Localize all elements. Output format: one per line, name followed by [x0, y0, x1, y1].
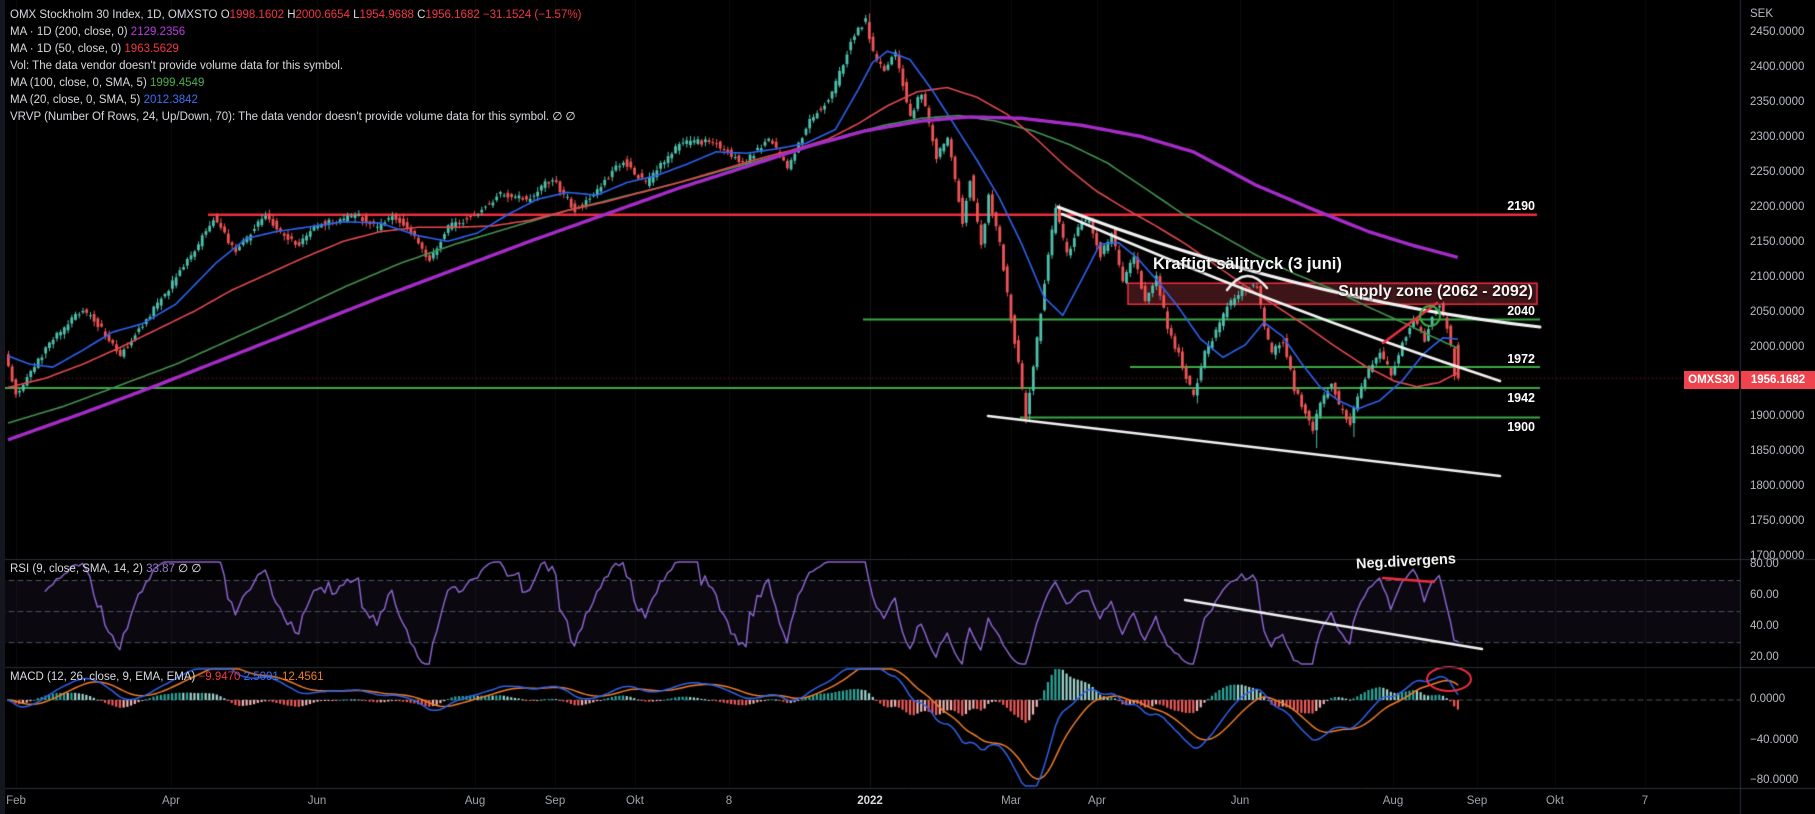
legend-segment: ∅ ∅ — [174, 563, 202, 575]
main-legend-row[interactable]: Vol: The data vendor doesn't provide vol… — [10, 58, 581, 75]
time-axis-tick: Sep — [544, 795, 566, 807]
price-axis-tick: 2000.0000 — [1750, 340, 1805, 353]
macd-axis-tick: −40.0000 — [1750, 733, 1799, 746]
legend-segment: MA · 1D (200, close, 0) — [10, 26, 131, 38]
price-axis-tick: 2100.0000 — [1750, 270, 1805, 283]
main-legend-row[interactable]: MA · 1D (200, close, 0) 2129.2356 — [10, 24, 581, 41]
legend-segment: ∅ ∅ — [552, 111, 576, 123]
legend-segment: −9.9470 — [198, 671, 241, 683]
legend-segment: H — [287, 9, 296, 21]
macd-axis-tick: −80.0000 — [1750, 774, 1799, 786]
legend-segment: RSI (9, close, SMA, 14, 2) — [10, 563, 147, 575]
rsi-legend-row[interactable]: RSI (9, close, SMA, 14, 2) 33.87 ∅ ∅ — [10, 561, 201, 578]
legend-segment: 1999.4549 — [149, 77, 205, 89]
legend-segment: MA (20, close, 0, SMA, 5) — [10, 94, 144, 106]
level-price-label: 2190 — [1507, 199, 1535, 213]
legend-segment: 1998.1602 — [229, 9, 288, 21]
price-axis-tick: 2200.0000 — [1750, 200, 1805, 213]
time-axis-tick: 2022 — [857, 795, 883, 807]
time-axis-tick: Mar — [1001, 795, 1021, 807]
legend-segment: O — [220, 9, 230, 21]
level-price-label: 1972 — [1507, 352, 1535, 366]
main-legend-row[interactable]: MA (20, close, 0, SMA, 5) 2012.3842 — [10, 92, 581, 109]
level-price-label: 1900 — [1507, 420, 1535, 434]
legend-segment: MACD (12, 26, close, 9, EMA, EMA) — [10, 671, 199, 683]
time-axis-tick: Feb — [6, 795, 26, 807]
price-axis-tick: 2300.0000 — [1750, 130, 1805, 143]
legend-segment: −31.1524 (−1.57%) — [482, 9, 582, 21]
price-axis-tick: 2150.0000 — [1750, 235, 1805, 248]
level-price-label: 1942 — [1507, 391, 1535, 405]
price-axis-tick: 1800.0000 — [1750, 480, 1805, 493]
legend-segment: 2.5091 — [240, 671, 279, 683]
legend-segment: 1954.9688 — [359, 9, 418, 21]
time-axis-tick: Aug — [464, 795, 486, 807]
price-axis-tick: 1700.0000 — [1750, 550, 1805, 563]
main-legend-row[interactable]: VRVP (Number Of Rows, 24, Up/Down, 70): … — [10, 109, 581, 126]
legend-segment: C — [417, 9, 426, 21]
main-legend-row[interactable]: MA · 1D (50, close, 0) 1963.5629 — [10, 41, 581, 58]
time-axis-tick: Sep — [1466, 795, 1488, 807]
rsi-axis-tick: 40.00 — [1750, 620, 1779, 633]
price-axis-tick: 1900.0000 — [1750, 410, 1805, 423]
main-legend-row[interactable]: MA (100, close, 0, SMA, 5) 1999.4549 — [10, 75, 581, 92]
rsi-axis-tick: 60.00 — [1750, 589, 1779, 602]
time-axis-tick: Aug — [1382, 795, 1404, 807]
main-pane-legend: OMX Stockholm 30 Index, 1D, OMXSTO O1998… — [10, 7, 581, 126]
legend-segment: L — [353, 9, 360, 21]
price-axis-tick: 1750.0000 — [1750, 515, 1805, 528]
main-legend-row[interactable]: OMX Stockholm 30 Index, 1D, OMXSTO O1998… — [10, 7, 581, 24]
rsi-pane-legend: RSI (9, close, SMA, 14, 2) 33.87 ∅ ∅ — [10, 561, 201, 578]
price-axis-tick: 2450.0000 — [1750, 26, 1805, 38]
last-price-badge-symbol[interactable]: OMXS30 — [1684, 371, 1739, 389]
legend-segment: 2129.2356 — [130, 26, 186, 38]
legend-segment: 1956.1682 — [425, 9, 483, 21]
price-axis-tick: 2050.0000 — [1750, 305, 1805, 318]
last-price-badge-value[interactable]: 1956.1682 — [1741, 371, 1815, 389]
legend-segment: 2012.3842 — [143, 94, 198, 106]
time-axis-tick: Apr — [162, 795, 180, 807]
legend-segment: VRVP (Number Of Rows, 24, Up/Down, 70): … — [10, 111, 553, 123]
legend-segment: MA (100, close, 0, SMA, 5) — [10, 77, 150, 89]
price-axis-tick: 2250.0000 — [1750, 165, 1805, 178]
price-axis-tick: 2400.0000 — [1750, 60, 1805, 73]
legend-segment: OMX Stockholm 30 Index, 1D, OMXSTO — [10, 9, 221, 21]
legend-segment: 2000.6654 — [295, 9, 354, 21]
supply-zone-label[interactable]: Supply zone (2062 - 2092) — [1338, 283, 1533, 300]
time-axis-tick: Okt — [1546, 795, 1564, 807]
time-axis-tick: Okt — [626, 795, 644, 807]
time-axis-tick: Apr — [1088, 795, 1106, 807]
macd-axis-tick: 0.0000 — [1750, 693, 1786, 705]
legend-segment: 12.4561 — [278, 671, 324, 683]
legend-segment: MA · 1D (50, close, 0) — [10, 43, 125, 55]
window-edge-strip — [0, 0, 5, 814]
currency-label: SEK — [1750, 8, 1774, 20]
level-price-label: 2040 — [1507, 304, 1535, 318]
time-axis-tick: 8 — [725, 795, 733, 807]
time-axis-tick: Jun — [1230, 795, 1250, 807]
legend-segment: Vol: The data vendor doesn't provide vol… — [10, 60, 344, 72]
legend-segment: 1963.5629 — [124, 43, 179, 55]
price-axis-tick: 1850.0000 — [1750, 445, 1805, 458]
rsi-axis-tick: 80.00 — [1750, 558, 1779, 570]
macd-legend-row[interactable]: MACD (12, 26, close, 9, EMA, EMA) −9.947… — [10, 669, 324, 686]
time-axis-tick: 7 — [1641, 795, 1649, 807]
price-axis-tick: 2350.0000 — [1750, 95, 1805, 108]
rsi-axis-tick: 20.00 — [1750, 651, 1779, 664]
macd-pane-legend: MACD (12, 26, close, 9, EMA, EMA) −9.947… — [10, 669, 324, 686]
legend-segment: 33.87 — [146, 563, 175, 575]
time-axis-tick: Jun — [307, 795, 327, 807]
sell-pressure-annotation[interactable]: Kraftigt säljtryck (3 juni) — [1153, 255, 1342, 273]
